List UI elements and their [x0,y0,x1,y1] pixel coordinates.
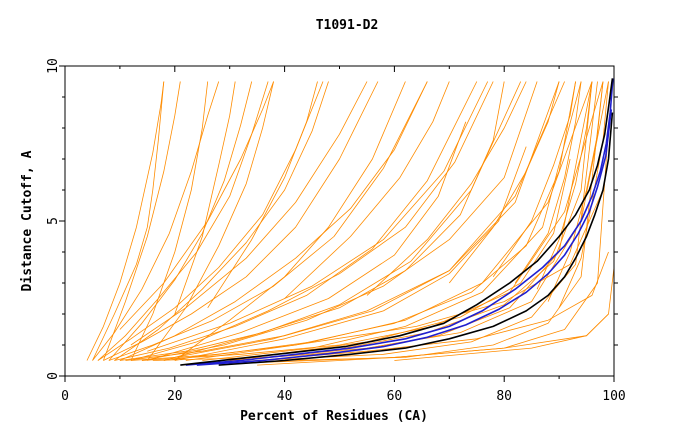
x-tick-label-3: 60 [387,389,403,404]
series-line-14 [147,81,489,352]
y-tick-label-0: 0 [46,372,61,380]
series-line-38 [174,81,236,315]
series-line-8 [125,81,565,361]
y-tick-label-1: 5 [46,217,61,225]
x-tick-label-0: 0 [61,389,69,404]
series-line-7 [119,81,522,361]
series-line-43 [492,81,576,278]
series-line-37 [103,81,181,361]
series-line-36 [141,81,538,361]
series-line-30 [185,81,576,361]
x-axis-title: Percent of Residues (CA) [240,409,428,424]
series-line-53 [218,112,614,366]
series-line-6 [114,81,478,361]
series-line-50 [147,121,467,361]
series-line-42 [448,81,560,284]
x-tick-label-5: 100 [602,389,625,404]
series-line-45 [536,81,593,290]
series-line-46 [547,81,604,302]
series-line-26 [130,81,209,361]
series-line-35 [130,81,494,361]
series-line-3 [97,81,324,361]
series-line-5 [108,81,428,361]
series-line-17 [229,81,593,361]
chart-title: T1091-D2 [316,18,379,33]
series-line-54 [196,109,613,366]
y-axis-title: Distance Cutoff, A [20,150,35,291]
series-line-1 [92,81,220,361]
series-line-49 [174,146,527,361]
series-line-25 [92,81,165,361]
series-line-28 [174,81,406,361]
series-line-32 [108,81,253,361]
series-line-12 [119,81,274,330]
series-line-16 [202,81,582,361]
series-line-39 [207,81,318,309]
series-line-11 [152,81,609,361]
series-line-10 [141,81,604,361]
series-line-44 [514,81,582,284]
series-line-0 [86,81,165,361]
series-layer [86,78,615,366]
series-line-33 [114,81,329,361]
x-tick-label-4: 80 [496,389,512,404]
series-line-18 [257,81,598,361]
series-line-23 [218,251,609,364]
series-line-34 [119,81,428,361]
x-tick-label-1: 20 [167,389,183,404]
series-line-22 [257,313,609,366]
series-line-52 [180,78,614,366]
tick-layer: 0 20 40 60 80 100 0 5 10 [46,58,626,404]
series-line-13 [130,81,368,346]
series-line-48 [229,158,571,361]
series-line-20 [229,127,609,364]
y-tick-label-2: 10 [46,58,61,74]
x-tick-label-2: 40 [277,389,293,404]
series-line-51 [185,78,614,366]
series-line-40 [284,81,450,299]
series-line-41 [366,81,527,296]
series-line-15 [174,81,560,358]
series-line-4 [103,81,379,361]
series-line-27 [146,81,274,361]
